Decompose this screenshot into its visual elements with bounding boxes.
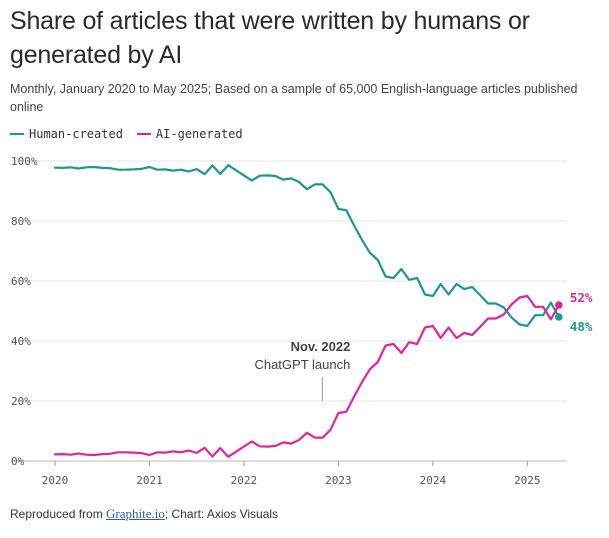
legend-item-ai: AI-generated	[136, 127, 243, 141]
y-tick-label: 20%	[11, 395, 31, 408]
annotation-title: Nov. 2022	[291, 339, 351, 354]
y-tick-label: 80%	[11, 215, 31, 228]
x-tick-label: 2022	[231, 474, 258, 487]
footer-suffix: ; Chart: Axios Visuals	[164, 507, 279, 521]
series-line-ai	[53, 294, 560, 458]
legend-label-human: Human-created	[29, 127, 123, 141]
source-link[interactable]: Graphite.io	[106, 506, 165, 521]
legend-swatch-human	[10, 133, 24, 135]
legend-swatch-ai	[136, 133, 151, 135]
y-tick-label: 100%	[11, 155, 38, 168]
x-tick-label: 2021	[136, 474, 163, 487]
annotation-layer: Nov. 2022 ChatGPT launch	[254, 339, 350, 401]
chart-title: Share of articles that were written by h…	[10, 7, 530, 69]
footer: Reproduced from Graphite.io; Chart: Axio…	[10, 506, 278, 522]
series-line-human	[53, 164, 560, 328]
grid-layer: 0% 20% 40% 60% 80% 100% 2020 2021 2022 2023 2024 20…	[11, 155, 567, 487]
x-tick-label: 2025	[514, 474, 541, 487]
legend: Human-created AI-generated	[10, 127, 243, 141]
end-labels-layer: 52% 48%	[555, 290, 593, 334]
footer-prefix: Reproduced from	[10, 507, 107, 521]
y-tick-label: 0%	[11, 455, 25, 468]
series-layer	[53, 164, 560, 458]
legend-item-human: Human-created	[10, 127, 123, 141]
line-chart: 0% 20% 40% 60% 80% 100% 2020 2021 2022 2023 2024 20…	[11, 155, 593, 487]
y-tick-label: 60%	[11, 275, 31, 288]
end-point-ai	[555, 301, 563, 309]
end-point-human	[555, 313, 563, 321]
x-tick-label: 2023	[325, 474, 352, 487]
x-tick-label: 2020	[42, 474, 69, 487]
end-label-ai: 52%	[570, 290, 593, 305]
end-label-human: 48%	[570, 319, 593, 334]
y-tick-label: 40%	[11, 335, 31, 348]
legend-label-ai: AI-generated	[155, 127, 243, 141]
chart-subtitle: Monthly, January 2020 to May 2025; Based…	[10, 82, 578, 114]
x-tick-label: 2024	[420, 474, 447, 487]
annotation-text: ChatGPT launch	[254, 357, 350, 372]
